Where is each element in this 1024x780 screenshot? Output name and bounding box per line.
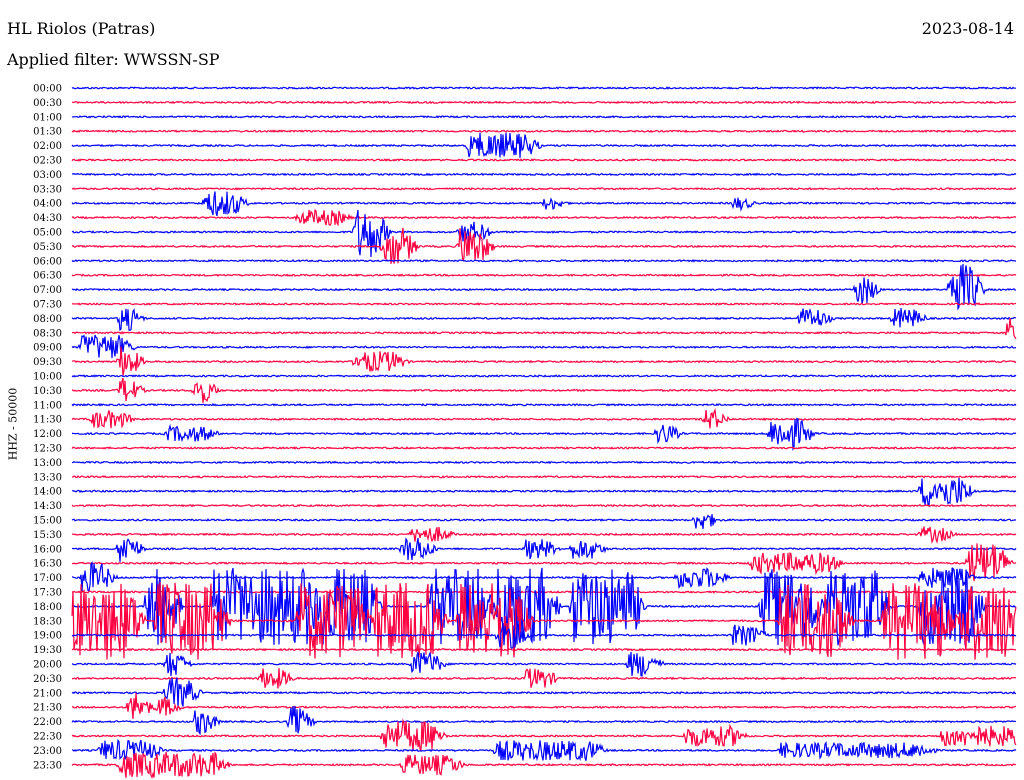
trace-line — [71, 582, 1017, 660]
trace-line — [71, 374, 1017, 378]
row-time-label: 21:00 — [33, 688, 62, 699]
trace-line — [71, 227, 1017, 264]
row-time-label: 15:30 — [33, 530, 62, 541]
trace-line — [71, 751, 1016, 779]
row-time-label: 04:30 — [33, 213, 62, 224]
trace-line — [71, 172, 1017, 177]
trace-line — [72, 537, 1017, 562]
filter-label: Applied filter: WWSSN-SP — [7, 50, 220, 69]
row-time-label: 02:00 — [33, 141, 62, 152]
row-time-label: 22:00 — [33, 717, 62, 728]
trace-line — [71, 623, 1017, 649]
row-time-label: 00:00 — [33, 84, 62, 95]
trace-line — [71, 668, 1017, 689]
trace-line — [71, 273, 1017, 278]
trace-line — [71, 209, 1017, 258]
trace-line — [71, 86, 1017, 90]
row-time-label: 04:00 — [33, 199, 62, 210]
row-time-label: 03:00 — [33, 170, 62, 181]
row-time-label: 11:00 — [33, 400, 62, 411]
trace-line — [71, 258, 1017, 263]
row-time-label: 08:00 — [33, 314, 62, 325]
row-time-label: 09:30 — [33, 357, 62, 368]
row-time-label: 01:30 — [33, 127, 62, 138]
trace-line — [71, 132, 1017, 158]
trace-line — [71, 263, 1017, 311]
trace-line — [71, 402, 1017, 407]
row-time-label: 11:30 — [33, 415, 62, 426]
trace-line — [71, 738, 1017, 762]
row-time-label: 12:30 — [33, 444, 62, 455]
row-time-label: 20:00 — [33, 660, 62, 671]
trace-line — [71, 526, 1017, 544]
row-time-label: 18:30 — [33, 616, 62, 627]
trace-line — [71, 706, 1017, 736]
trace-line — [71, 543, 1017, 582]
row-time-label: 07:00 — [33, 285, 62, 296]
trace-line — [71, 503, 1017, 508]
trace-line — [71, 475, 1017, 479]
row-time-label: 20:30 — [33, 674, 62, 685]
row-time-label: 13:30 — [33, 472, 62, 483]
row-time-label: 13:00 — [33, 458, 62, 469]
trace-line — [71, 561, 1017, 593]
row-time-label: 01:00 — [33, 112, 62, 123]
row-time-label: 18:00 — [33, 602, 62, 613]
row-time-label: 06:00 — [33, 256, 62, 267]
trace-line — [71, 209, 1017, 227]
row-time-label: 02:30 — [33, 156, 62, 167]
trace-line — [71, 318, 1017, 340]
row-time-label: 16:30 — [33, 559, 62, 570]
row-time-label: 17:00 — [33, 573, 62, 584]
row-time-label: 10:00 — [33, 372, 62, 383]
row-time-label: 14:30 — [33, 501, 62, 512]
trace-line — [71, 114, 1017, 119]
trace-line — [71, 158, 1017, 162]
trace-line — [71, 647, 1017, 652]
row-time-label: 17:30 — [33, 588, 62, 599]
row-time-label: 10:30 — [33, 386, 62, 397]
row-time-label: 22:30 — [33, 732, 62, 743]
trace-line — [71, 191, 1017, 217]
row-time-label: 03:30 — [33, 184, 62, 195]
trace-line — [71, 302, 1017, 306]
row-time-label: 08:30 — [33, 328, 62, 339]
trace-line — [71, 718, 1017, 753]
row-time-label: 21:30 — [33, 703, 62, 714]
row-time-label: 09:00 — [33, 343, 62, 354]
row-time-label: 06:30 — [33, 271, 62, 282]
row-time-label: 15:00 — [33, 516, 62, 527]
trace-line — [71, 308, 1017, 332]
row-time-label: 00:30 — [33, 98, 62, 109]
trace-line — [71, 567, 1017, 646]
row-time-label: 19:30 — [33, 645, 62, 656]
trace-line — [71, 460, 1017, 465]
trace-line — [71, 693, 1016, 719]
row-time-label: 05:30 — [33, 242, 62, 253]
trace-line — [71, 514, 1017, 530]
row-time-label: 05:00 — [33, 228, 62, 239]
trace-line — [71, 677, 1017, 708]
trace-line — [71, 407, 1017, 429]
row-time-label: 07:30 — [33, 300, 62, 311]
station-title: HL Riolos (Patras) — [7, 19, 156, 38]
trace-line — [71, 334, 1017, 359]
date-label: 2023-08-14 — [921, 19, 1014, 38]
row-time-label: 23:00 — [33, 746, 62, 757]
trace-line — [71, 477, 1017, 508]
trace-line — [71, 346, 1017, 376]
row-time-label: 19:00 — [33, 631, 62, 642]
trace-line — [71, 446, 1017, 450]
row-time-label: 16:00 — [33, 544, 62, 555]
row-time-label: 23:30 — [33, 760, 62, 771]
trace-line — [72, 417, 1017, 451]
row-time-label: 14:00 — [33, 487, 62, 498]
row-time-label: 12:00 — [33, 429, 62, 440]
trace-line — [71, 100, 1016, 105]
trace-line — [71, 129, 1017, 133]
trace-line — [71, 186, 1017, 191]
trace-line — [71, 377, 1017, 403]
trace-line — [71, 651, 1017, 677]
